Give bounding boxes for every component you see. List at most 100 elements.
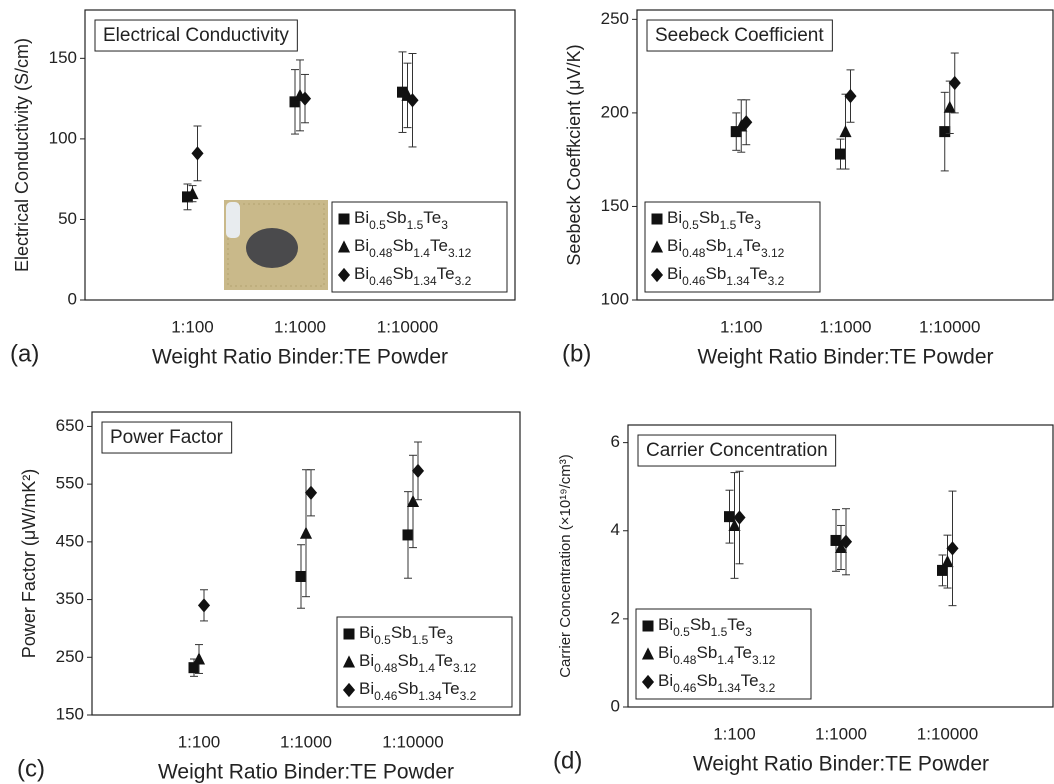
marker	[642, 620, 654, 632]
x-axis-label: Weight Ratio Binder:TE Powder	[693, 753, 989, 776]
y-axis-label: Electrical Conductivity (S/cm)	[12, 38, 32, 272]
legend-entry: Bi0.5Sb1.5Te3	[667, 208, 761, 232]
x-tick-label: 1:100	[713, 724, 756, 743]
x-tick-label: 1:1000	[815, 724, 867, 743]
y-tick-label: 50	[58, 209, 77, 228]
marker	[192, 652, 206, 665]
y-tick-label: 6	[611, 432, 620, 451]
marker	[406, 494, 420, 507]
marker	[948, 75, 961, 91]
plot-frame	[91, 411, 521, 716]
legend-entry: Bi0.5Sb1.5Te3	[359, 623, 453, 647]
y-tick-label: 650	[56, 416, 84, 435]
y-tick-label: 0	[611, 696, 620, 715]
marker	[937, 564, 948, 576]
marker	[342, 682, 356, 698]
y-tick-label: 4	[611, 520, 620, 539]
marker	[337, 267, 351, 283]
marker	[411, 463, 425, 479]
legend-entry: Bi0.48Sb1.4Te3.12	[354, 236, 472, 260]
plot-frame	[636, 9, 1054, 301]
x-tick-label: 1:10000	[917, 724, 978, 743]
marker	[188, 662, 200, 674]
marker	[740, 115, 753, 130]
title-box	[101, 421, 233, 454]
y-tick-label: 100	[49, 128, 77, 147]
legend-entry: Bi0.5Sb1.5Te3	[658, 615, 752, 639]
marker	[733, 510, 746, 525]
legend-box	[331, 201, 508, 293]
marker	[834, 540, 848, 553]
panel-label: (a)	[10, 340, 39, 367]
panel-label: (c)	[17, 755, 45, 782]
y-tick-label: 350	[56, 589, 84, 608]
x-axis-label: Weight Ratio Binder:TE Powder	[697, 346, 993, 369]
legend-box	[635, 608, 812, 700]
plot-frame	[84, 9, 516, 301]
y-axis-label: Seebeck Coeffkcient (μV/K)	[564, 44, 584, 265]
marker	[651, 213, 663, 225]
legend-box	[644, 201, 821, 293]
marker	[299, 526, 313, 539]
chart-title: Carrier Concentration	[646, 440, 828, 461]
chart-title: Electrical Conductivity	[103, 25, 289, 46]
marker	[839, 534, 853, 549]
marker	[650, 267, 664, 283]
x-tick-label: 1:1000	[280, 732, 332, 751]
marker	[939, 126, 951, 138]
y-tick-label: 2	[611, 608, 620, 627]
title-box	[94, 19, 298, 52]
inset-photo	[224, 200, 328, 290]
y-tick-label: 250	[56, 647, 84, 666]
y-tick-label: 450	[56, 531, 84, 550]
marker	[295, 570, 307, 582]
x-tick-label: 1:10000	[377, 317, 438, 336]
y-axis-label: Power Factor (μW/mK²)	[19, 469, 39, 658]
y-tick-label: 150	[49, 48, 77, 67]
x-axis-label: Weight Ratio Binder:TE Powder	[152, 346, 448, 369]
marker	[191, 146, 204, 161]
marker	[304, 485, 318, 500]
marker	[298, 91, 312, 106]
inset-texture	[227, 203, 325, 287]
marker	[730, 126, 742, 138]
y-tick-label: 100	[601, 289, 629, 308]
legend-entry: Bi0.46Sb1.34Te3.2	[354, 264, 472, 288]
y-tick-label: 0	[68, 289, 77, 308]
marker	[289, 96, 301, 108]
marker	[406, 93, 419, 108]
marker	[641, 674, 655, 690]
y-tick-label: 150	[601, 196, 629, 215]
marker	[650, 240, 664, 253]
marker	[343, 628, 355, 640]
x-tick-label: 1:1000	[274, 317, 326, 336]
legend-entry: Bi0.48Sb1.4Te3.12	[667, 236, 785, 260]
legend-entry: Bi0.46Sb1.34Te3.2	[359, 679, 477, 703]
marker	[402, 529, 414, 541]
panel-label: (d)	[553, 747, 582, 774]
legend-box	[336, 616, 513, 708]
y-tick-label: 150	[56, 704, 84, 723]
marker	[735, 119, 748, 132]
x-tick-label: 1:10000	[919, 317, 980, 336]
title-box	[646, 19, 833, 52]
marker	[342, 655, 356, 668]
marker	[186, 187, 199, 200]
y-tick-label: 250	[601, 9, 629, 28]
x-tick-label: 1:10000	[382, 732, 443, 751]
marker	[397, 86, 408, 98]
marker	[941, 554, 954, 568]
marker	[182, 191, 193, 203]
legend-entry: Bi0.5Sb1.5Te3	[354, 208, 448, 232]
chart-title: Seebeck Coefficient	[655, 25, 824, 46]
x-tick-label: 1:1000	[820, 317, 872, 336]
marker	[943, 100, 956, 113]
plot-frame	[627, 424, 1054, 708]
inset-probe	[226, 202, 240, 238]
x-tick-label: 1:100	[178, 732, 221, 751]
marker	[835, 148, 846, 160]
marker	[197, 598, 211, 613]
legend-entry: Bi0.46Sb1.34Te3.2	[667, 264, 785, 288]
y-axis-label: Carrier Concentration (×10¹⁹/cm³)	[557, 454, 574, 678]
